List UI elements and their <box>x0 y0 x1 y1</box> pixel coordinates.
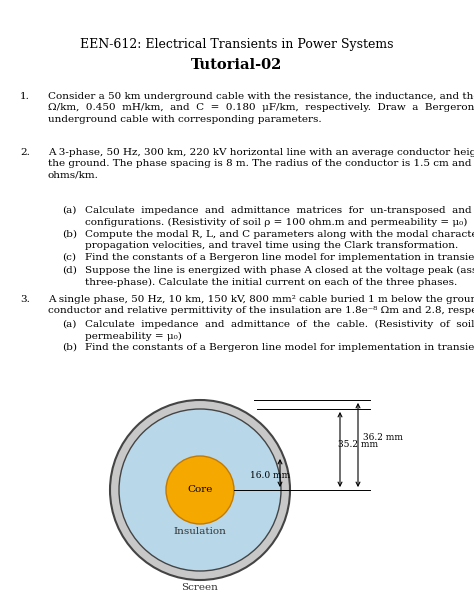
Text: Screen: Screen <box>182 584 219 593</box>
Ellipse shape <box>110 400 290 580</box>
Text: (d): (d) <box>62 266 77 275</box>
Ellipse shape <box>166 456 234 524</box>
Text: 36.2 mm: 36.2 mm <box>363 433 403 441</box>
Text: Core: Core <box>187 485 213 495</box>
Text: A single phase, 50 Hz, 10 km, 150 kV, 800 mm² cable buried 1 m below the ground.: A single phase, 50 Hz, 10 km, 150 kV, 80… <box>48 295 474 316</box>
Text: Suppose the line is energized with phase A closed at the voltage peak (assumed b: Suppose the line is energized with phase… <box>85 266 474 287</box>
Text: (c): (c) <box>62 253 76 262</box>
Text: Insulation: Insulation <box>173 528 227 536</box>
Text: Calculate  impedance  and  admittance  of  the  cable.  (Resistivity  of  soil  : Calculate impedance and admittance of th… <box>85 320 474 341</box>
Text: Find the constants of a Bergeron line model for implementation in transient prog: Find the constants of a Bergeron line mo… <box>85 343 474 352</box>
Text: (a): (a) <box>62 320 76 329</box>
Ellipse shape <box>119 409 281 571</box>
Text: (b): (b) <box>62 343 77 352</box>
Text: Compute the modal R, L, and C parameters along with the modal characteristic imp: Compute the modal R, L, and C parameters… <box>85 230 474 251</box>
Text: Find the constants of a Bergeron line model for implementation in transient prog: Find the constants of a Bergeron line mo… <box>85 253 474 262</box>
Text: 1.: 1. <box>20 92 30 101</box>
Text: 2.: 2. <box>20 148 30 157</box>
Text: EEN-612: Electrical Transients in Power Systems: EEN-612: Electrical Transients in Power … <box>80 38 394 51</box>
Text: A 3-phase, 50 Hz, 300 km, 220 kV horizontal line with an average conductor heigh: A 3-phase, 50 Hz, 300 km, 220 kV horizon… <box>48 148 474 180</box>
Text: 35.2 mm: 35.2 mm <box>338 440 378 449</box>
Text: Tutorial-02: Tutorial-02 <box>191 58 283 72</box>
Text: (a): (a) <box>62 206 76 215</box>
Text: (b): (b) <box>62 230 77 239</box>
Text: 3.: 3. <box>20 295 30 304</box>
Text: 16.0 mm: 16.0 mm <box>250 471 290 479</box>
Text: Calculate  impedance  and  admittance  matrices  for  un-transposed  and  transp: Calculate impedance and admittance matri… <box>85 206 474 227</box>
Text: Consider a 50 km underground cable with the resistance, the inductance, and the : Consider a 50 km underground cable with … <box>48 92 474 124</box>
